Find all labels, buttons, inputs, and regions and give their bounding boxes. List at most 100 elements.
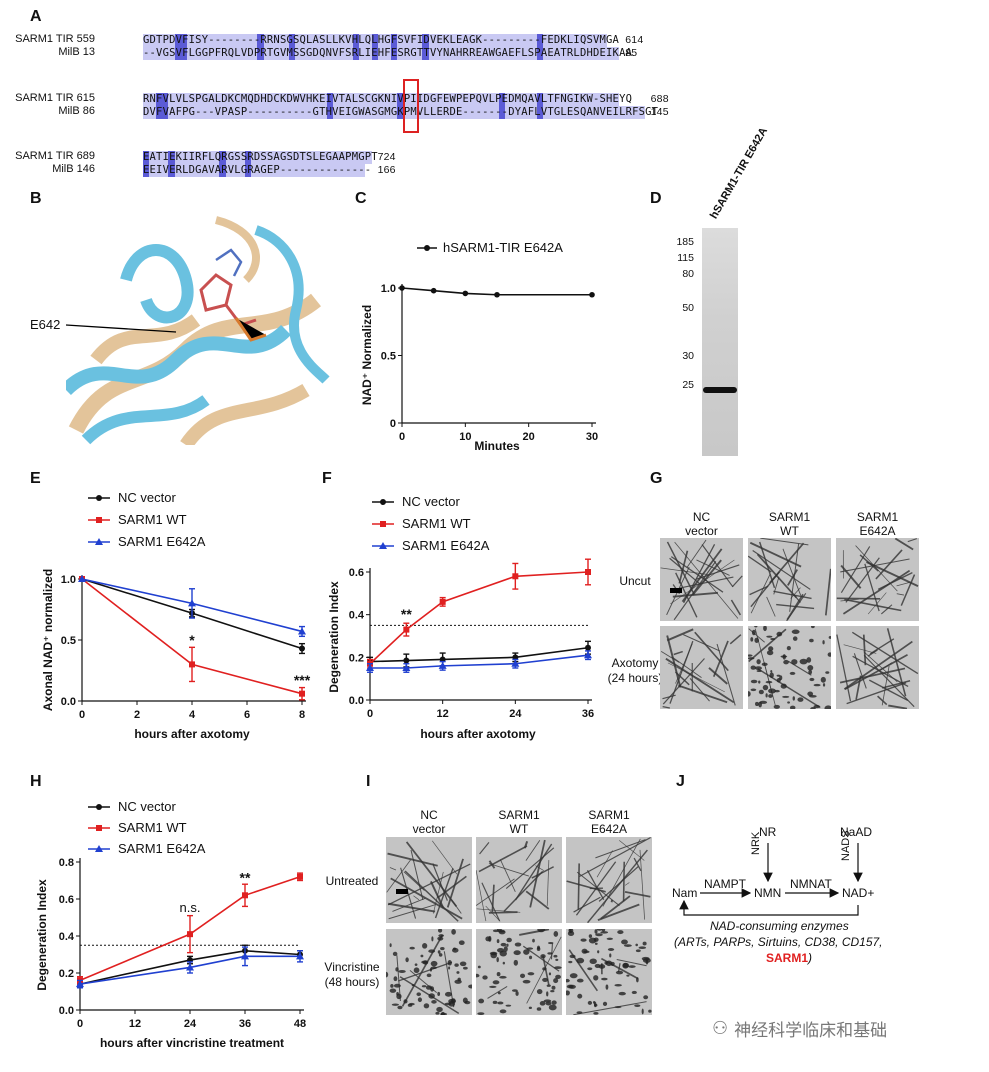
data-point xyxy=(186,963,194,971)
y-tick-label: 0.6 xyxy=(349,567,364,579)
data-point xyxy=(188,599,196,607)
legend-marker xyxy=(95,845,103,852)
wechat-icon: ⚇ xyxy=(712,1018,729,1038)
legend-label: SARM1 E642A xyxy=(118,841,206,856)
column-label: SARM1 E642A xyxy=(856,510,899,538)
x-tick-label: 4 xyxy=(189,709,196,721)
identity-highlight xyxy=(168,151,175,177)
identity-highlight xyxy=(536,34,544,60)
data-point xyxy=(242,892,248,899)
data-point xyxy=(298,627,306,635)
data-point xyxy=(512,573,519,580)
consuming-close: ) xyxy=(808,951,813,965)
row-label: Axotomy (24 hours) xyxy=(607,655,663,685)
significance-star: *** xyxy=(294,672,311,688)
panel-label-c: C xyxy=(355,190,367,207)
consuming-list: (ARTs, PARPs, Sirtuins, CD38, CD157, xyxy=(674,935,883,949)
consuming-title: NAD-consuming enzymes xyxy=(710,919,849,933)
gel-marker-label: 25 xyxy=(682,379,694,391)
column-label: SARM1 WT xyxy=(768,510,811,538)
data-point xyxy=(299,645,305,652)
series-line xyxy=(79,949,301,985)
legend-marker xyxy=(96,495,102,501)
micrograph-image xyxy=(660,538,743,621)
data-point xyxy=(399,285,405,291)
x-tick-label: 36 xyxy=(239,1018,251,1030)
data-point xyxy=(366,664,374,671)
identity-highlight xyxy=(422,34,429,60)
legend-label: hSARM1-TIR E642A xyxy=(443,240,563,255)
watermark-text: 神经科学临床和基础 xyxy=(734,1021,888,1040)
seq-end-bottom: 166 xyxy=(377,164,396,176)
significance-label: n.s. xyxy=(180,900,201,915)
y-axis-label: NAD⁺ Normalized xyxy=(360,305,374,405)
seq-bottom: DVFVAFPG---VPASP----------GTHVEIGWASGMGK… xyxy=(143,106,659,118)
seq-end-top: 688 xyxy=(650,93,669,105)
y-tick-label: 0.6 xyxy=(59,894,74,906)
legend-marker xyxy=(95,538,103,545)
legend-label: SARM1 WT xyxy=(118,820,187,835)
identity-highlight xyxy=(162,93,169,119)
protein-band xyxy=(703,387,737,393)
legend-marker xyxy=(96,825,102,831)
enzyme-nads: NADS xyxy=(840,830,852,861)
legend-label: SARM1 E642A xyxy=(118,534,206,549)
identity-highlight xyxy=(371,34,378,60)
seq-name-bottom: MilB 13 xyxy=(58,46,95,58)
micrograph-image xyxy=(748,538,831,621)
gel-marker-label: 115 xyxy=(677,252,694,264)
y-tick-label: 0.2 xyxy=(349,652,364,664)
alignment-shade-bottom xyxy=(143,164,366,177)
chart-h: 0.0 0.2 0.4 0.6 0.8 0 12 24 36 48 NC vector SARM1 W… xyxy=(35,799,306,1050)
data-point xyxy=(585,569,591,575)
alignment-shade-top xyxy=(143,151,372,164)
significance-star: ** xyxy=(401,606,412,622)
legend-marker xyxy=(96,804,102,810)
identity-highlight xyxy=(498,93,505,119)
seq-bottom: --VGSVFLGGPFRQLVDPRTGVMSSGDQNVFSRLIEHFES… xyxy=(143,47,633,59)
legend-label: NC vector xyxy=(402,494,460,509)
micrograph-image xyxy=(476,929,562,1015)
gel-marker-label: 50 xyxy=(682,302,694,314)
seq-end-bottom: 85 xyxy=(625,47,638,59)
data-point xyxy=(585,644,591,651)
node-nr: NR xyxy=(759,825,777,839)
gel-lane xyxy=(702,228,738,456)
x-tick-label: 0 xyxy=(367,708,373,720)
seq-top: GDTPDVFISY--------RRNSGSQLASLLKVHLQLHGFS… xyxy=(143,34,620,46)
x-tick-label: 30 xyxy=(586,431,598,443)
micrograph-image xyxy=(660,626,743,709)
gel-marker-label: 185 xyxy=(676,236,694,248)
data-point xyxy=(511,659,520,667)
legend-label: SARM1 WT xyxy=(402,516,471,531)
identity-highlight xyxy=(143,151,150,177)
x-axis-label: hours after vincristine treatment xyxy=(100,1036,284,1050)
watermark: ⚇ 神经科学临床和基础 xyxy=(712,1016,887,1041)
micrograph-image xyxy=(386,837,472,923)
gel-marker-label: 30 xyxy=(682,350,694,362)
y-tick-label: 0.4 xyxy=(349,610,365,622)
row-label: Uncut xyxy=(619,573,651,588)
data-point xyxy=(76,980,84,988)
x-tick-label: 20 xyxy=(523,431,535,443)
legend-label: SARM1 WT xyxy=(118,512,187,527)
y-tick-label: 0.8 xyxy=(59,857,74,869)
data-point xyxy=(403,626,410,633)
panel-label-i: I xyxy=(366,773,371,790)
y-axis-label: Degeneration Index xyxy=(35,879,49,991)
consuming-sarm1-line: SARM1) xyxy=(766,951,812,965)
y-tick-label: 0.0 xyxy=(61,696,76,708)
column-label: SARM1 E642A xyxy=(588,808,630,836)
y-tick-label: 1.0 xyxy=(61,574,76,586)
seq-end-bottom: 145 xyxy=(650,106,669,118)
y-tick-label: 0 xyxy=(390,418,396,430)
enzyme-nrk: NRK xyxy=(750,831,762,855)
data-point xyxy=(78,575,86,582)
identity-highlight xyxy=(352,34,359,60)
data-point xyxy=(494,291,500,298)
panel-label-f: F xyxy=(322,470,332,487)
gel-marker-label: 80 xyxy=(682,268,694,280)
identity-highlight xyxy=(155,93,163,119)
significance-star: ** xyxy=(240,869,251,885)
micrograph-image xyxy=(566,837,652,923)
